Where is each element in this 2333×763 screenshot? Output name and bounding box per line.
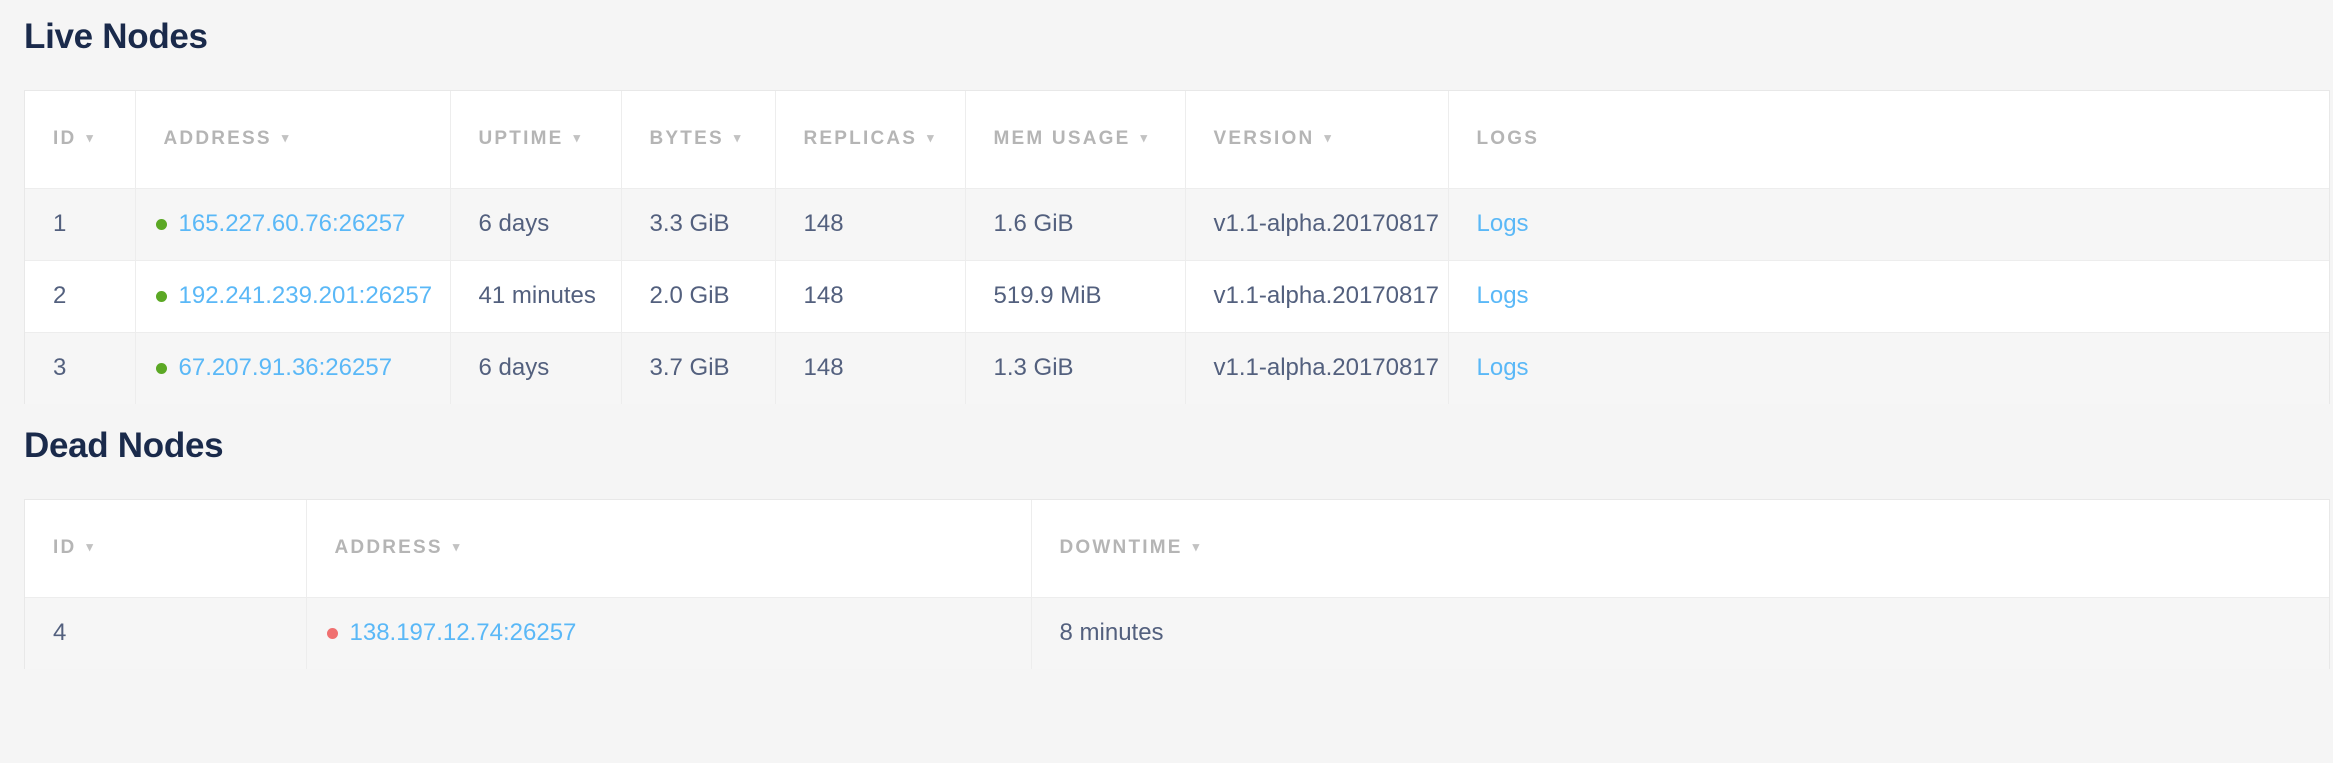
cell-version: v1.1-alpha.20170817 — [1185, 259, 1449, 332]
status-dot-live-icon — [155, 362, 167, 374]
column-header-mem-usage-label: MEM USAGE — [993, 128, 1131, 150]
column-header-logs-label: LOGS — [1476, 128, 1540, 150]
column-header-replicas[interactable]: REPLICAS ▾ — [775, 91, 966, 188]
column-header-version-label: VERSION — [1213, 128, 1315, 150]
table-row: 2 192.241.239.201:26257 41 minutes 2.0 G… — [25, 259, 2329, 332]
status-dot-live-icon — [155, 290, 167, 302]
sort-caret-icon[interactable]: ▾ — [1324, 130, 1331, 146]
cell-logs: Logs — [1448, 259, 2329, 332]
column-header-id-label: ID — [53, 537, 77, 559]
column-header-version[interactable]: VERSION ▾ — [1185, 91, 1449, 188]
logs-link[interactable]: Logs — [1476, 210, 1529, 237]
cell-downtime: 8 minutes — [1031, 596, 2329, 669]
table-row: 1 165.227.60.76:26257 6 days 3.3 GiB 148… — [25, 187, 2329, 260]
cell-node-address: 192.241.239.201:26257 — [135, 259, 451, 332]
table-row: 3 67.207.91.36:26257 6 days 3.7 GiB 148 … — [25, 331, 2329, 404]
sort-caret-icon[interactable]: ▾ — [733, 130, 741, 146]
column-header-uptime-label: UPTIME — [478, 128, 564, 150]
dead-nodes-table-body: 4 138.197.12.74:26257 8 minutes — [25, 596, 2329, 669]
column-header-id[interactable]: ID ▾ — [25, 91, 136, 188]
column-header-bytes[interactable]: BYTES ▾ — [621, 91, 776, 188]
cell-node-id: 1 — [25, 187, 136, 260]
sort-caret-icon[interactable]: ▾ — [86, 539, 93, 555]
cell-replicas: 148 — [775, 331, 966, 404]
cell-node-address: 67.207.91.36:26257 — [135, 331, 451, 404]
table-row: 4 138.197.12.74:26257 8 minutes — [25, 596, 2329, 669]
cell-replicas: 148 — [775, 187, 966, 260]
cell-mem-usage: 1.6 GiB — [965, 187, 1186, 260]
column-header-bytes-label: BYTES — [649, 128, 724, 150]
node-address-link[interactable]: 165.227.60.76:26257 — [178, 210, 406, 237]
dead-nodes-header-row: ID ▾ ADDRESS ▾ DOWNTIME ▾ — [25, 500, 2329, 597]
column-header-id-label: ID — [53, 128, 77, 150]
sort-caret-icon[interactable]: ▾ — [86, 130, 93, 146]
column-header-replicas-label: REPLICAS — [803, 128, 918, 150]
cell-logs: Logs — [1448, 331, 2329, 404]
sort-caret-icon[interactable]: ▾ — [452, 539, 460, 555]
live-nodes-table-head: ID ▾ ADDRESS ▾ UPTIME ▾ BYTES ▾ REPLICAS ▾ ME… — [25, 91, 2329, 188]
logs-link[interactable]: Logs — [1476, 282, 1529, 309]
node-address-link[interactable]: 192.241.239.201:26257 — [178, 282, 433, 309]
column-header-id[interactable]: ID ▾ — [25, 500, 307, 597]
sort-caret-icon[interactable]: ▾ — [1192, 539, 1200, 555]
node-address-link[interactable]: 67.207.91.36:26257 — [178, 354, 393, 382]
sort-caret-icon[interactable]: ▾ — [281, 130, 289, 146]
cell-bytes: 3.7 GiB — [621, 331, 776, 404]
dead-nodes-title: Dead Nodes — [24, 426, 224, 465]
cell-logs: Logs — [1448, 187, 2329, 260]
dead-nodes-table-head: ID ▾ ADDRESS ▾ DOWNTIME ▾ — [25, 500, 2329, 597]
live-nodes-table-body: 1 165.227.60.76:26257 6 days 3.3 GiB 148… — [25, 187, 2329, 404]
live-nodes-header-row: ID ▾ ADDRESS ▾ UPTIME ▾ BYTES ▾ REPLICAS ▾ ME… — [25, 91, 2329, 188]
dead-nodes-table: ID ▾ ADDRESS ▾ DOWNTIME ▾ 4 138.197.12.74:2… — [25, 500, 2329, 669]
column-header-address-label: ADDRESS — [163, 128, 272, 150]
node-address-link[interactable]: 138.197.12.74:26257 — [349, 619, 577, 647]
cell-node-id: 4 — [25, 596, 307, 669]
logs-link[interactable]: Logs — [1476, 354, 1529, 382]
cell-node-id: 3 — [25, 331, 136, 404]
sort-caret-icon[interactable]: ▾ — [1140, 130, 1148, 146]
status-dot-live-icon — [155, 218, 167, 230]
cell-mem-usage: 1.3 GiB — [965, 331, 1186, 404]
column-header-mem-usage[interactable]: MEM USAGE ▾ — [965, 91, 1186, 188]
sort-caret-icon[interactable]: ▾ — [927, 130, 934, 146]
status-dot-dead-icon — [326, 627, 338, 639]
cell-bytes: 2.0 GiB — [621, 259, 776, 332]
live-nodes-title: Live Nodes — [24, 17, 208, 56]
cell-replicas: 148 — [775, 259, 966, 332]
live-nodes-table: ID ▾ ADDRESS ▾ UPTIME ▾ BYTES ▾ REPLICAS ▾ ME… — [25, 91, 2329, 404]
live-nodes-table-container: ID ▾ ADDRESS ▾ UPTIME ▾ BYTES ▾ REPLICAS ▾ ME… — [24, 90, 2330, 404]
cell-node-address: 138.197.12.74:26257 — [306, 596, 1032, 669]
cell-uptime: 41 minutes — [450, 259, 622, 332]
cell-version: v1.1-alpha.20170817 — [1185, 331, 1449, 404]
sort-caret-icon[interactable]: ▾ — [573, 130, 581, 146]
cell-node-id: 2 — [25, 259, 136, 332]
cell-uptime: 6 days — [450, 187, 622, 260]
cell-uptime: 6 days — [450, 331, 622, 404]
column-header-downtime-label: DOWNTIME — [1059, 537, 1183, 559]
column-header-address[interactable]: ADDRESS ▾ — [306, 500, 1032, 597]
dead-nodes-table-container: ID ▾ ADDRESS ▾ DOWNTIME ▾ 4 138.197.12.74:2… — [24, 499, 2330, 669]
cell-bytes: 3.3 GiB — [621, 187, 776, 260]
column-header-uptime[interactable]: UPTIME ▾ — [450, 91, 622, 188]
cell-mem-usage: 519.9 MiB — [965, 259, 1186, 332]
column-header-logs: LOGS — [1448, 91, 2329, 188]
column-header-address-label: ADDRESS — [334, 537, 443, 559]
cell-version: v1.1-alpha.20170817 — [1185, 187, 1449, 260]
column-header-downtime[interactable]: DOWNTIME ▾ — [1031, 500, 2329, 597]
cell-node-address: 165.227.60.76:26257 — [135, 187, 451, 260]
column-header-address[interactable]: ADDRESS ▾ — [135, 91, 451, 188]
